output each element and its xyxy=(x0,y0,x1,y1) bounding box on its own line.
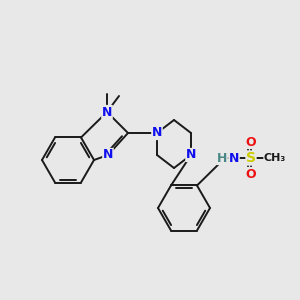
Text: N: N xyxy=(229,152,239,164)
Text: CH₃: CH₃ xyxy=(264,153,286,163)
Text: H: H xyxy=(217,152,227,164)
Text: S: S xyxy=(246,151,256,165)
Text: N: N xyxy=(152,127,162,140)
Text: N: N xyxy=(186,148,196,161)
Text: N: N xyxy=(103,148,113,161)
Text: O: O xyxy=(246,167,256,181)
Text: N: N xyxy=(102,106,112,118)
Text: O: O xyxy=(246,136,256,148)
